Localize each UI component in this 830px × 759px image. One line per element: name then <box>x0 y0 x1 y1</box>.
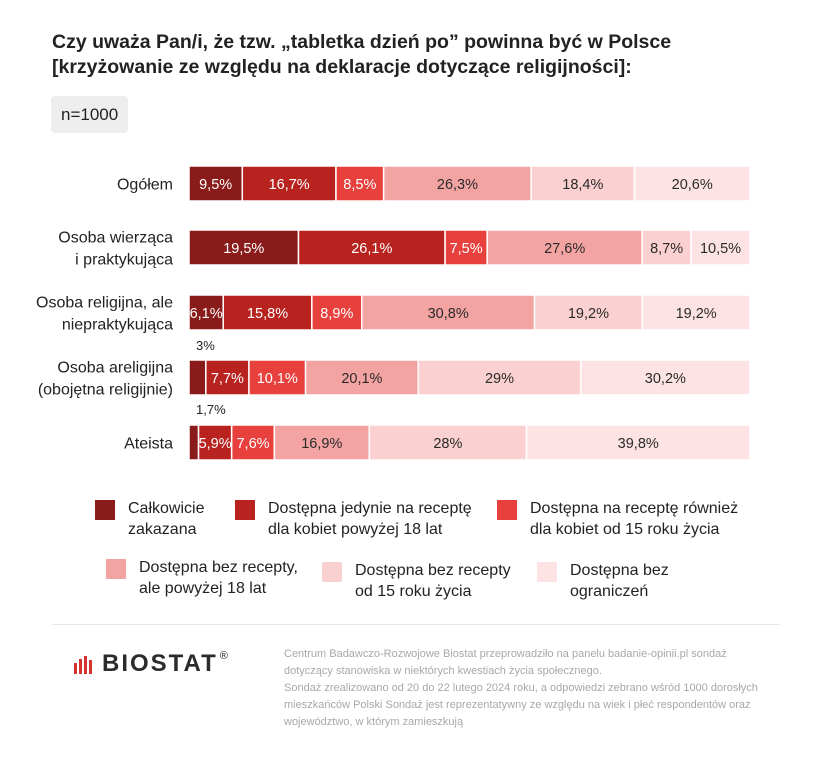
legend-label-line: zakazana <box>128 521 197 538</box>
data-label: 20,1% <box>341 371 382 387</box>
bar-segment <box>188 165 244 202</box>
category-label: i praktykująca <box>75 252 173 269</box>
legend-swatch <box>497 500 517 520</box>
bar-segment <box>641 229 692 266</box>
bar-segment <box>417 359 582 396</box>
data-label: 8,5% <box>343 177 376 193</box>
bar-segment <box>248 359 307 396</box>
category-label: Osoba religijna, ale <box>36 295 173 312</box>
bar-segment <box>579 359 751 396</box>
legend-label-line: Dostępna bez <box>570 562 669 579</box>
bar-segment <box>525 424 751 461</box>
data-label: 6,1% <box>190 306 223 322</box>
category-label: (obojętna religijnie) <box>38 382 173 399</box>
data-label: 7,5% <box>450 241 483 257</box>
footnote-paragraph: Centrum Badawczo-Rozwojowe Biostat przep… <box>284 648 727 677</box>
bar-segment <box>297 229 446 266</box>
legend-swatch <box>95 500 115 520</box>
data-label: 19,2% <box>676 306 717 322</box>
bar-segment <box>222 294 313 331</box>
data-label: 26,1% <box>351 241 392 257</box>
bar-segment <box>241 165 337 202</box>
legend-item-otc-18: Dostępna bez recepty, ale powyżej 18 lat <box>106 557 298 599</box>
data-label-outside: 1,7% <box>196 402 226 417</box>
category-label: Ateista <box>124 436 173 453</box>
registered-mark: ® <box>219 650 228 662</box>
bar-segment <box>368 424 528 461</box>
legend-label-line: Dostępna bez recepty, <box>139 559 298 576</box>
category-label: Osoba areligijna <box>57 360 173 377</box>
data-label: 26,3% <box>437 177 478 193</box>
legend-label-line: dla kobiet od 15 roku życia <box>530 521 720 538</box>
legend-item-prescription-15: Dostępna na receptę również dla kobiet od… <box>497 498 738 540</box>
data-label: 7,7% <box>211 371 244 387</box>
legend-item-otc-15: Dostępna bez recepty od 15 roku życia <box>322 560 511 602</box>
data-label: 10,1% <box>257 371 298 387</box>
legend-item-prescription-18: Dostępna jedynie na receptę dla kobiet po… <box>235 498 472 540</box>
legend-label-line: dla kobiet powyżej 18 lat <box>268 521 443 538</box>
bar-segment <box>361 294 536 331</box>
logo-wordmark: BIOSTAT <box>102 650 218 677</box>
data-label: 18,4% <box>562 177 603 193</box>
legend-label-line: Dostępna jedynie na receptę <box>268 500 472 517</box>
data-label: 9,5% <box>199 177 232 193</box>
legend-item-total-ban: Całkowicie zakazana <box>95 498 204 540</box>
data-label: 8,7% <box>650 241 683 257</box>
bar-segment <box>188 424 200 461</box>
legend-label-line: ale powyżej 18 lat <box>139 580 267 597</box>
legend-item-no-restrictions: Dostępna bez ograniczeń <box>537 560 669 602</box>
data-label: 30,2% <box>645 371 686 387</box>
data-label: 5,9% <box>199 436 232 452</box>
data-label: 19,5% <box>223 241 264 257</box>
bar-segment <box>311 294 363 331</box>
data-label: 28% <box>433 436 462 452</box>
bar-segment <box>188 294 224 331</box>
footer-divider <box>52 624 780 625</box>
data-label: 7,6% <box>236 436 269 452</box>
legend-label-line: Całkowicie <box>128 500 205 517</box>
bar-segment <box>533 294 644 331</box>
legend-swatch <box>537 562 557 582</box>
data-label: 8,9% <box>320 306 353 322</box>
bar-segment <box>273 424 371 461</box>
footnote-paragraph: Sondaż zrealizowano od 20 do 22 lutego 2… <box>284 682 758 728</box>
biostat-logo: BIOSTAT ® <box>74 650 228 678</box>
data-label: 20,6% <box>672 177 713 193</box>
bar-segment <box>444 229 488 266</box>
legend-swatch <box>235 500 255 520</box>
data-label: 39,8% <box>618 436 659 452</box>
data-label: 16,7% <box>269 177 310 193</box>
bar-segment <box>188 229 300 266</box>
data-label: 30,8% <box>428 306 469 322</box>
chart-title: Czy uważa Pan/i, że tzw. „tabletka dzień… <box>52 31 672 78</box>
legend-label-line: Dostępna bez recepty <box>355 562 511 579</box>
legend-label-line: ograniczeń <box>570 583 649 600</box>
legend-swatch <box>106 559 126 579</box>
category-label: Ogółem <box>117 177 173 194</box>
legend-label-line: Dostępna na receptę również <box>530 500 739 517</box>
data-label: 10,5% <box>700 241 741 257</box>
bar-segment <box>205 359 250 396</box>
legend-swatch <box>322 562 342 582</box>
data-label: 15,8% <box>247 306 288 322</box>
sample-size-badge: n=1000 <box>51 96 129 133</box>
bar-segment <box>197 424 233 461</box>
stacked-bar-chart: Ogółem 9,5% 16,7% 8,5% 26,3% 18,4% 20,6% Osoba … <box>36 165 751 461</box>
methodology-footnote: Centrum Badawczo-Rozwojowe Biostat przep… <box>284 646 774 731</box>
data-label-outside: 3% <box>196 338 215 353</box>
category-label: niepraktykująca <box>62 317 173 334</box>
bar-segment <box>633 165 751 202</box>
category-label: Osoba wierząca <box>58 230 173 247</box>
bar-segment <box>641 294 751 331</box>
bar-segment <box>188 359 207 396</box>
data-label: 29% <box>485 371 514 387</box>
data-label: 16,9% <box>301 436 342 452</box>
bar-segment <box>230 424 276 461</box>
data-label: 19,2% <box>568 306 609 322</box>
logo-bars-icon <box>74 656 92 674</box>
bar-segment <box>690 229 751 266</box>
legend-label-line: od 15 roku życia <box>355 583 472 600</box>
data-label: 27,6% <box>544 241 585 257</box>
